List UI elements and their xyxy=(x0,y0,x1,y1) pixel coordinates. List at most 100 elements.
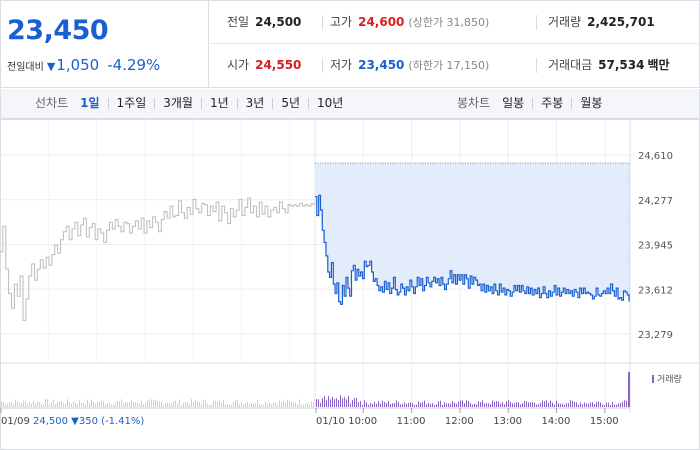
tab-3month[interactable]: 3개월 xyxy=(163,96,193,110)
volume-bar xyxy=(594,403,595,407)
volume-bar xyxy=(31,403,32,407)
volume-bar xyxy=(486,403,487,407)
volume-bar xyxy=(498,401,499,407)
volume-bar xyxy=(139,403,140,407)
volume-bar xyxy=(299,399,300,407)
x-tick-label: 11:00 xyxy=(397,416,426,427)
volume-bar xyxy=(564,404,565,407)
volume-bar xyxy=(131,399,132,407)
stat-divider xyxy=(322,58,323,73)
volume-bar xyxy=(528,402,529,407)
volume-bar xyxy=(478,401,479,407)
price-change: 전일대비 ▼1,050 -4.29% xyxy=(7,56,160,74)
volume-bar xyxy=(622,401,623,407)
volume-bar xyxy=(446,403,447,407)
tab-weekly-candle[interactable]: 주봉 xyxy=(541,96,564,110)
volume-bar xyxy=(281,402,282,407)
volume-bar xyxy=(482,400,483,407)
volume-bar xyxy=(490,404,491,407)
volume-bar xyxy=(229,404,230,407)
volume-bar xyxy=(556,400,557,407)
volume-bar xyxy=(259,404,260,407)
volume-bar xyxy=(508,400,509,407)
volume-bar xyxy=(352,399,353,407)
tab-1year[interactable]: 1년 xyxy=(209,96,229,110)
volume-bar xyxy=(470,402,471,407)
volume-bar xyxy=(558,403,559,407)
volume-bar xyxy=(432,403,433,407)
volume-bar xyxy=(356,397,357,407)
volume-bar xyxy=(468,400,469,407)
volume-bar xyxy=(155,399,156,407)
volume-bar xyxy=(500,403,501,407)
volume-bar xyxy=(1,402,2,407)
volume-bar xyxy=(322,398,323,407)
volume-bar xyxy=(428,402,429,407)
price-chart-svg: 24,610 24,277 23,945 23,612 23,279 01/09 01/1… xyxy=(0,119,700,450)
volume-bar xyxy=(334,399,335,407)
volume-bar xyxy=(225,403,226,407)
volume-bar xyxy=(11,401,12,407)
volume-bar xyxy=(203,400,204,407)
volume-bar xyxy=(544,401,545,407)
volume-bar xyxy=(113,404,114,407)
volume-bar xyxy=(502,402,503,407)
volume-bar xyxy=(318,399,319,407)
volume-bar xyxy=(107,403,108,407)
prev-day-price-line xyxy=(0,197,315,321)
tab-3year[interactable]: 3년 xyxy=(245,96,265,110)
tab-daily-candle[interactable]: 일봉 xyxy=(502,96,525,110)
volume-bar xyxy=(247,402,248,407)
volume-bar xyxy=(386,403,387,407)
volume-bar xyxy=(235,400,236,407)
volume-bar xyxy=(23,400,24,407)
volume-bar xyxy=(324,395,325,407)
volume-bar xyxy=(596,402,597,407)
tab-5year[interactable]: 5년 xyxy=(281,96,301,110)
volume-bar xyxy=(257,400,258,407)
candle-chart-label: 봉차트 xyxy=(457,96,491,110)
volume-bar xyxy=(311,401,312,407)
volume-bar xyxy=(458,401,459,407)
volume-bar xyxy=(9,402,10,407)
volume-bar xyxy=(13,404,14,407)
volume-bar xyxy=(251,402,252,407)
volume-bar xyxy=(462,400,463,407)
volume-bar xyxy=(560,403,561,407)
volume-bar xyxy=(95,403,96,407)
volume-bar xyxy=(149,399,150,407)
volume-bar xyxy=(578,404,579,407)
volume-bar xyxy=(414,404,415,407)
volume-bar xyxy=(81,402,82,407)
volume-bar xyxy=(265,401,266,407)
volume-bar xyxy=(454,402,455,407)
current-price-box: 23,450 전일대비 ▼1,050 -4.29% xyxy=(1,1,209,87)
volume-bar xyxy=(588,403,589,407)
today-price-line xyxy=(315,194,630,305)
volume-bar xyxy=(57,402,58,407)
volume-bar xyxy=(293,403,294,407)
volume-bar xyxy=(610,404,611,407)
volume-bar xyxy=(261,404,262,407)
volume-bar xyxy=(171,402,172,407)
volume-bar xyxy=(574,401,575,407)
volume-bar xyxy=(25,401,26,407)
volume-bar xyxy=(330,399,331,407)
volume-bar xyxy=(227,404,228,407)
volume-bar xyxy=(382,400,383,407)
volume-bar xyxy=(506,401,507,407)
volume-bar xyxy=(626,400,627,407)
volume-bar xyxy=(404,402,405,407)
tab-monthly-candle[interactable]: 월봉 xyxy=(580,96,603,110)
volume-bar xyxy=(51,402,52,407)
tab-1day[interactable]: 1일 xyxy=(80,96,100,110)
volume-bar xyxy=(97,401,98,407)
tab-1week[interactable]: 1주일 xyxy=(116,96,147,110)
tab-10year[interactable]: 10년 xyxy=(317,96,344,110)
volume-bar xyxy=(145,403,146,407)
volume-bar xyxy=(450,403,451,407)
volume-bar xyxy=(340,395,341,407)
volume-bar xyxy=(239,404,240,407)
stat-volume: 거래량 2,425,701 xyxy=(548,15,655,29)
volume-bar xyxy=(494,401,495,407)
